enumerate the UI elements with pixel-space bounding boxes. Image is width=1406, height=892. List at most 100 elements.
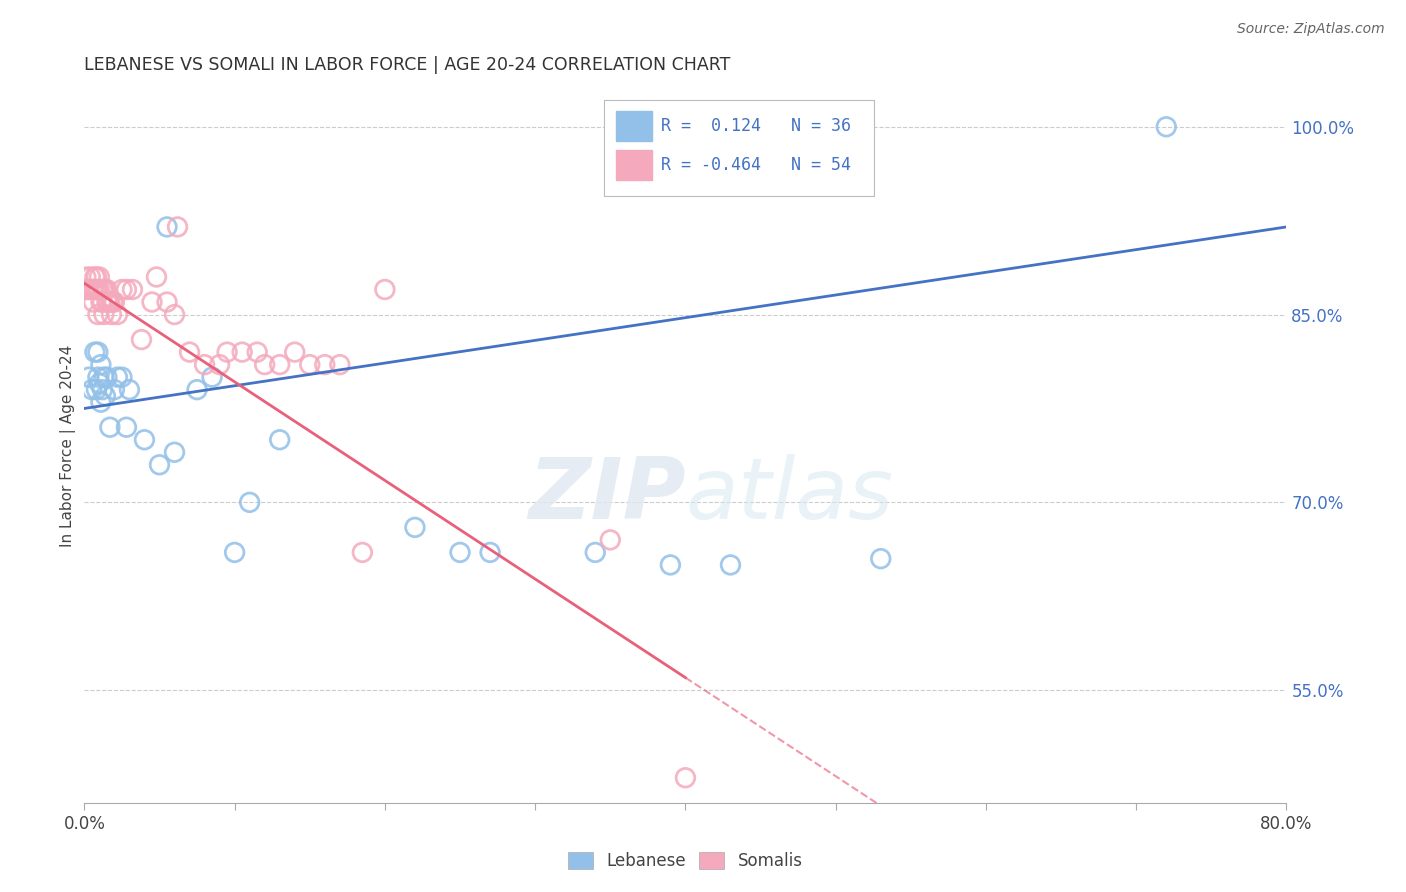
Point [83, 270, 105, 285]
Point [80, 283, 103, 297]
Point [156, 295, 179, 310]
Point [91, 383, 114, 397]
Point [111, 283, 134, 297]
Point [77, 370, 100, 384]
Text: R =  0.124   N = 36: R = 0.124 N = 36 [661, 118, 852, 136]
Point [374, 283, 396, 297]
Point [75, 270, 97, 285]
Point [79, 270, 101, 285]
Point [201, 370, 224, 384]
Point [80, 383, 103, 397]
Point [91, 295, 114, 310]
Point [87, 308, 110, 322]
Text: R = -0.464   N = 54: R = -0.464 N = 54 [661, 156, 852, 174]
Point [599, 533, 621, 547]
Point [107, 370, 129, 384]
Point [101, 295, 124, 310]
Point [89, 283, 111, 297]
Text: atlas: atlas [686, 454, 893, 538]
Point [96, 295, 118, 310]
Y-axis label: In Labor Force | Age 20-24: In Labor Force | Age 20-24 [60, 345, 76, 547]
Point [253, 358, 276, 372]
Point [82, 283, 104, 297]
Point [148, 458, 170, 472]
Point [224, 545, 246, 559]
Point [449, 545, 471, 559]
Point [90, 358, 112, 372]
Point [90, 395, 112, 409]
Point [121, 283, 143, 297]
Point [89, 270, 111, 285]
Point [186, 383, 208, 397]
Point [86, 383, 108, 397]
Point [86, 270, 108, 285]
Point [91, 283, 114, 297]
Point [314, 358, 336, 372]
Point [163, 308, 186, 322]
Point [82, 295, 104, 310]
Point [111, 370, 134, 384]
Point [145, 270, 167, 285]
Point [352, 545, 374, 559]
Point [141, 295, 163, 310]
Point [208, 358, 231, 372]
Point [94, 283, 117, 297]
Point [269, 433, 291, 447]
Point [479, 545, 502, 559]
Text: ZIP: ZIP [527, 454, 686, 538]
Point [83, 345, 105, 359]
Point [284, 345, 307, 359]
Point [329, 358, 352, 372]
Text: Source: ZipAtlas.com: Source: ZipAtlas.com [1237, 22, 1385, 37]
Point [269, 358, 291, 372]
Point [94, 389, 117, 403]
FancyBboxPatch shape [616, 150, 652, 180]
Point [134, 433, 156, 447]
Point [583, 545, 606, 559]
Point [404, 520, 426, 534]
Point [93, 283, 115, 297]
Point [720, 558, 742, 572]
Point [1156, 120, 1178, 134]
Point [103, 295, 125, 310]
Point [87, 283, 110, 297]
Point [166, 219, 188, 234]
Point [231, 345, 253, 359]
Point [217, 345, 239, 359]
Point [87, 345, 110, 359]
Point [869, 551, 891, 566]
Point [93, 308, 115, 322]
Text: LEBANESE VS SOMALI IN LABOR FORCE | AGE 20-24 CORRELATION CHART: LEBANESE VS SOMALI IN LABOR FORCE | AGE … [84, 56, 731, 74]
Point [194, 358, 217, 372]
Point [239, 495, 262, 509]
FancyBboxPatch shape [616, 112, 652, 141]
Point [98, 295, 121, 310]
Point [298, 358, 321, 372]
Point [115, 420, 138, 434]
Point [675, 771, 697, 785]
Point [100, 308, 122, 322]
Point [97, 295, 120, 310]
Point [118, 383, 141, 397]
Point [87, 370, 110, 384]
Point [163, 445, 186, 459]
Point [659, 558, 682, 572]
Point [93, 370, 115, 384]
Point [131, 333, 153, 347]
Point [103, 383, 125, 397]
Point [83, 283, 105, 297]
Point [98, 420, 121, 434]
Point [246, 345, 269, 359]
Point [179, 345, 201, 359]
Point [76, 283, 98, 297]
Point [77, 283, 100, 297]
Point [89, 376, 111, 391]
Point [96, 283, 118, 297]
Legend: Lebanese, Somalis: Lebanese, Somalis [561, 845, 810, 877]
Point [90, 295, 112, 310]
Point [96, 370, 118, 384]
Point [156, 219, 179, 234]
FancyBboxPatch shape [603, 100, 875, 196]
Point [86, 283, 108, 297]
Point [107, 308, 129, 322]
